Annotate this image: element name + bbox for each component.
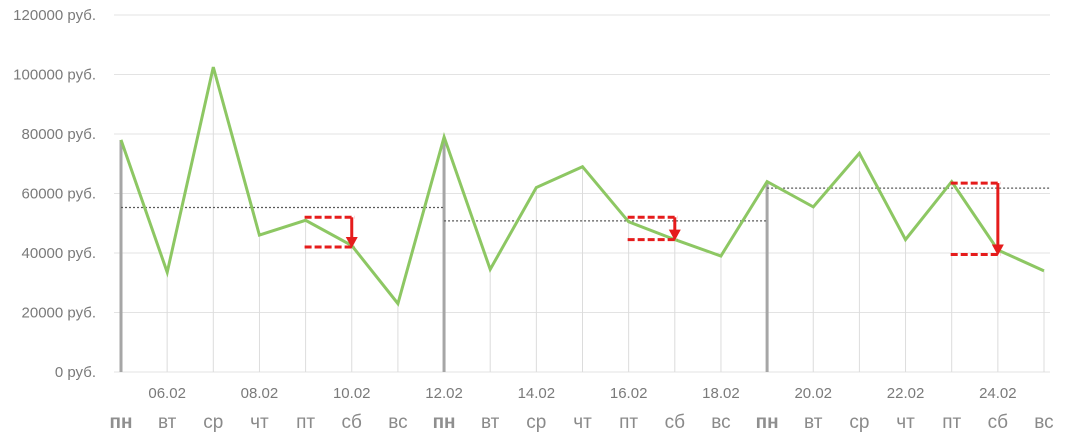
x-tick-label: 18.02	[702, 385, 740, 402]
x-tick-label: 20.02	[794, 385, 832, 402]
weekday-label: вс	[388, 412, 407, 433]
drop-annotations	[304, 181, 1004, 256]
x-tick-label: 10.02	[333, 385, 371, 402]
weekday-label: ср	[849, 412, 869, 433]
drop-annotation	[627, 215, 681, 242]
x-tick-label: 16.02	[610, 385, 648, 402]
series-line	[119, 66, 1045, 307]
y-tick-label: 120000 руб.	[13, 7, 96, 24]
weekday-label: чт	[573, 412, 592, 433]
weekday-label: пн	[756, 412, 779, 433]
weekday-label: пт	[942, 412, 961, 433]
weekday-label: вс	[1034, 412, 1053, 433]
y-tick-label: 80000 руб.	[22, 126, 96, 143]
weekday-label: сб	[988, 412, 1009, 433]
x-tick-label: 14.02	[518, 385, 556, 402]
sales-series-line	[119, 66, 1045, 307]
weekday-label: пт	[619, 412, 638, 433]
annotation-arrow-head	[345, 237, 358, 249]
x-tick-label: 06.02	[148, 385, 186, 402]
weekday-label: вт	[158, 412, 177, 433]
weekday-label: ср	[526, 412, 546, 433]
x-tick-label: 24.02	[979, 385, 1017, 402]
weekday-label: сб	[342, 412, 363, 433]
weekday-label: пн	[110, 412, 133, 433]
weekday-label: чт	[250, 412, 269, 433]
y-tick-label: 40000 руб.	[22, 245, 96, 262]
y-tick-label: 20000 руб.	[22, 305, 96, 322]
weekday-label: сб	[665, 412, 686, 433]
weekday-label: пт	[296, 412, 315, 433]
y-tick-label: 100000 руб.	[13, 67, 96, 84]
x-axis: 06.02 08.02 10.02 12.02 14.02 16.02 18.02 20.02…	[110, 385, 1054, 433]
weekday-label: чт	[896, 412, 915, 433]
y-tick-label: 60000 руб.	[22, 186, 96, 203]
weekday-label: пн	[433, 412, 456, 433]
y-tick-label: 0 руб.	[55, 364, 96, 381]
annotation-arrow-head	[991, 244, 1004, 256]
drop-annotation	[304, 215, 358, 249]
annotation-arrow-head	[668, 229, 681, 241]
day-drop-lines	[119, 67, 1045, 372]
y-axis: 0 руб. 20000 руб. 40000 руб. 60000 руб. 8000…	[13, 7, 96, 381]
weekday-label: ср	[203, 412, 223, 433]
weekly-average-lines	[121, 187, 1050, 222]
weekday-label: вс	[711, 412, 730, 433]
drop-annotation	[950, 181, 1004, 256]
weekday-label: вт	[481, 412, 500, 433]
x-tick-label: 22.02	[887, 385, 925, 402]
weekday-label: вт	[804, 412, 823, 433]
x-tick-label: 08.02	[241, 385, 279, 402]
x-tick-label: 12.02	[425, 385, 463, 402]
